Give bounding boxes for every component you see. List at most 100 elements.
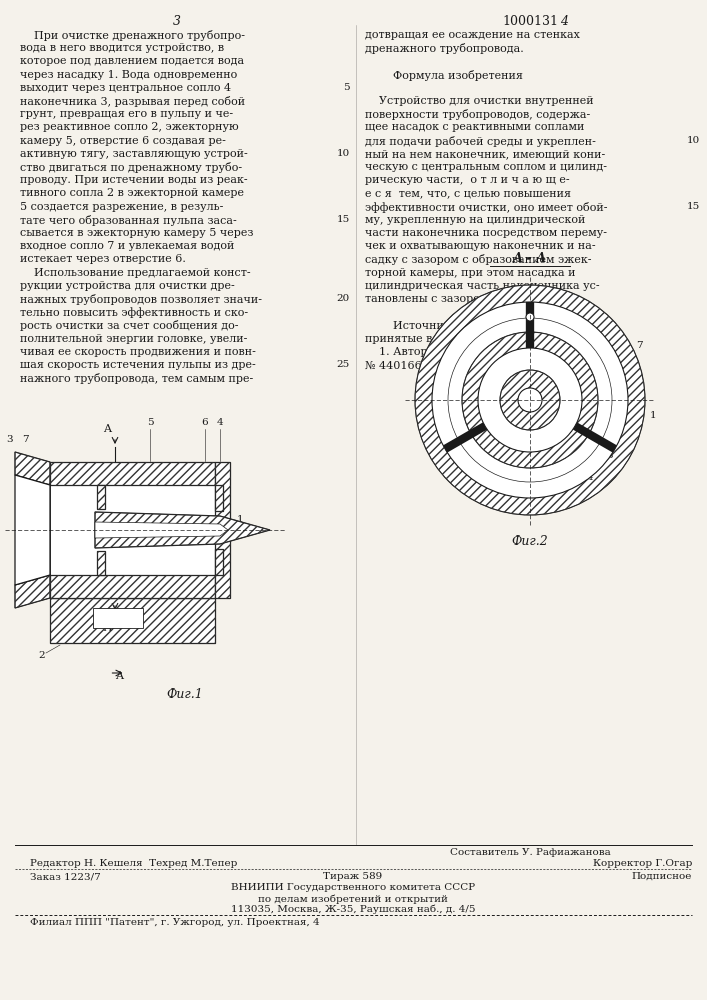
Text: 113035, Москва, Ж-35, Раушская наб., д. 4/5: 113035, Москва, Ж-35, Раушская наб., д. … — [230, 905, 475, 914]
Text: нажных трубопроводов позволяет значи-: нажных трубопроводов позволяет значи- — [20, 294, 262, 305]
Text: ческую с центральным соплом и цилинд-: ческую с центральным соплом и цилинд- — [365, 162, 607, 172]
Polygon shape — [97, 551, 105, 575]
Text: торной камеры, при этом насадка и: торной камеры, при этом насадка и — [365, 268, 575, 278]
Text: Тираж 589: Тираж 589 — [323, 872, 382, 881]
Text: 3: 3 — [606, 450, 613, 460]
Polygon shape — [50, 598, 215, 643]
Polygon shape — [15, 575, 50, 608]
Text: 4: 4 — [560, 15, 568, 28]
Text: Фиг.1: Фиг.1 — [167, 688, 204, 701]
Polygon shape — [97, 485, 105, 509]
Circle shape — [478, 348, 582, 452]
Polygon shape — [50, 575, 215, 598]
Text: рость очистки за счет сообщения до-: рость очистки за счет сообщения до- — [20, 320, 238, 331]
Circle shape — [415, 285, 645, 515]
Polygon shape — [95, 522, 228, 538]
Text: наконечника 3, разрывая перед собой: наконечника 3, разрывая перед собой — [20, 96, 245, 107]
Text: Заказ 1223/7: Заказ 1223/7 — [30, 872, 101, 881]
Polygon shape — [215, 549, 223, 575]
Circle shape — [500, 370, 560, 430]
Text: 10: 10 — [686, 136, 700, 145]
Text: A: A — [103, 623, 111, 633]
Text: Корректор Г.Огар: Корректор Г.Огар — [592, 859, 692, 868]
Text: истекает через отверстие 6.: истекает через отверстие 6. — [20, 254, 186, 264]
Text: шая скорость истечения пульпы из дре-: шая скорость истечения пульпы из дре- — [20, 360, 256, 370]
Text: 20: 20 — [337, 294, 350, 303]
Polygon shape — [50, 462, 215, 485]
Text: поверхности трубопроводов, содержа-: поверхности трубопроводов, содержа- — [365, 109, 590, 120]
Text: 15: 15 — [686, 202, 700, 211]
Text: ВНИИПИ Государственного комитета СССР: ВНИИПИ Государственного комитета СССР — [231, 883, 475, 892]
Text: тате чего образованная пульпа заса-: тате чего образованная пульпа заса- — [20, 215, 237, 226]
Text: которое под давлением подается вода: которое под давлением подается вода — [20, 56, 244, 66]
Text: по делам изобретений и открытий: по делам изобретений и открытий — [258, 894, 448, 904]
Text: 1. Авторское свидетельство СССР: 1. Авторское свидетельство СССР — [365, 347, 578, 357]
Polygon shape — [93, 608, 143, 628]
Circle shape — [432, 302, 628, 498]
Text: 6: 6 — [201, 418, 209, 427]
Polygon shape — [50, 485, 215, 575]
Text: активную тягу, заставляющую устрой-: активную тягу, заставляющую устрой- — [20, 149, 247, 159]
Text: При очистке дренажного трубопро-: При очистке дренажного трубопро- — [20, 30, 245, 41]
Text: 7: 7 — [22, 435, 28, 444]
Text: тельно повысить эффективность и ско-: тельно повысить эффективность и ско- — [20, 307, 248, 318]
Text: рукции устройства для очистки дре-: рукции устройства для очистки дре- — [20, 281, 235, 291]
Text: 1: 1 — [237, 516, 244, 524]
Text: нажного трубопровода, тем самым пре-: нажного трубопровода, тем самым пре- — [20, 373, 253, 384]
Text: дотвращая ее осаждение на стенках: дотвращая ее осаждение на стенках — [365, 30, 580, 40]
Text: 3: 3 — [6, 435, 13, 444]
Circle shape — [462, 332, 598, 468]
Circle shape — [518, 388, 542, 412]
Text: вода в него вводится устройство, в: вода в него вводится устройство, в — [20, 43, 224, 53]
Text: Использование предлагаемой конст-: Использование предлагаемой конст- — [20, 268, 250, 278]
Text: полнительной энергии головке, увели-: полнительной энергии головке, увели- — [20, 334, 247, 344]
Text: принятые во внимание при экспертизе: принятые во внимание при экспертизе — [365, 334, 595, 344]
Text: выходит через центральное сопло 4: выходит через центральное сопло 4 — [20, 83, 231, 93]
Text: Составитель У. Рафиажанова: Составитель У. Рафиажанова — [450, 848, 610, 857]
Text: № 440166, кл. В 08 В 9/04, 1972.: № 440166, кл. В 08 В 9/04, 1972. — [365, 360, 554, 370]
Text: 10: 10 — [337, 149, 350, 158]
Polygon shape — [215, 462, 230, 598]
Circle shape — [526, 313, 534, 321]
Text: тивного сопла 2 в эжекторной камере: тивного сопла 2 в эжекторной камере — [20, 188, 244, 198]
Text: 5: 5 — [146, 418, 153, 427]
Text: 15: 15 — [337, 215, 350, 224]
Text: ный на нем наконечник, имеющий кони-: ный на нем наконечник, имеющий кони- — [365, 149, 605, 159]
Text: садку с зазором с образованием эжек-: садку с зазором с образованием эжек- — [365, 254, 592, 265]
Text: входное сопло 7 и увлекаемая водой: входное сопло 7 и увлекаемая водой — [20, 241, 235, 251]
Text: Формула изобретения: Формула изобретения — [365, 70, 523, 81]
Text: A: A — [103, 424, 111, 434]
Polygon shape — [215, 485, 223, 511]
Text: е с я  тем, что, с целью повышения: е с я тем, что, с целью повышения — [365, 188, 571, 198]
Text: 1: 1 — [650, 410, 657, 420]
Polygon shape — [95, 512, 270, 548]
Text: 2: 2 — [38, 650, 45, 660]
Text: камеру 5, отверстие 6 создавая ре-: камеру 5, отверстие 6 создавая ре- — [20, 136, 226, 146]
Text: грунт, превращая его в пульпу и че-: грунт, превращая его в пульпу и че- — [20, 109, 233, 119]
Text: эффективности очистки, оно имеет обой-: эффективности очистки, оно имеет обой- — [365, 202, 607, 213]
Text: тановлены с зазором.: тановлены с зазором. — [365, 294, 492, 304]
Polygon shape — [15, 475, 50, 585]
Text: рез реактивное сопло 2, эжекторную: рез реактивное сопло 2, эжекторную — [20, 122, 239, 132]
Text: Филиал ППП "Патент", г. Ужгород, ул. Проектная, 4: Филиал ППП "Патент", г. Ужгород, ул. Про… — [30, 918, 320, 927]
Text: А - А: А - А — [513, 252, 547, 265]
Text: 7: 7 — [636, 340, 643, 350]
Text: 5 создается разрежение, в резуль-: 5 создается разрежение, в резуль- — [20, 202, 223, 212]
Text: A: A — [115, 671, 124, 681]
Text: 4: 4 — [587, 474, 594, 483]
Text: чивая ее скорость продвижения и повн-: чивая ее скорость продвижения и повн- — [20, 347, 256, 357]
Text: дренажного трубопровода.: дренажного трубопровода. — [365, 43, 524, 54]
Text: 4: 4 — [216, 418, 223, 427]
Text: му, укрепленную на цилиндрической: му, укрепленную на цилиндрической — [365, 215, 585, 225]
Text: Устройство для очистки внутренней: Устройство для очистки внутренней — [365, 96, 594, 106]
Text: 5: 5 — [344, 83, 350, 92]
Text: Фиг.2: Фиг.2 — [512, 535, 549, 548]
Text: Подписное: Подписное — [631, 872, 692, 881]
Text: чек и охватывающую наконечник и на-: чек и охватывающую наконечник и на- — [365, 241, 595, 251]
Polygon shape — [15, 452, 50, 485]
Text: сывается в эжекторную камеру 5 через: сывается в эжекторную камеру 5 через — [20, 228, 253, 238]
Text: 25: 25 — [337, 360, 350, 369]
Text: через насадку 1. Вода одновременно: через насадку 1. Вода одновременно — [20, 70, 238, 80]
Text: части наконечника посредством перему-: части наконечника посредством перему- — [365, 228, 607, 238]
Text: Редактор Н. Кешеля  Техред М.Тепер: Редактор Н. Кешеля Техред М.Тепер — [30, 859, 238, 868]
